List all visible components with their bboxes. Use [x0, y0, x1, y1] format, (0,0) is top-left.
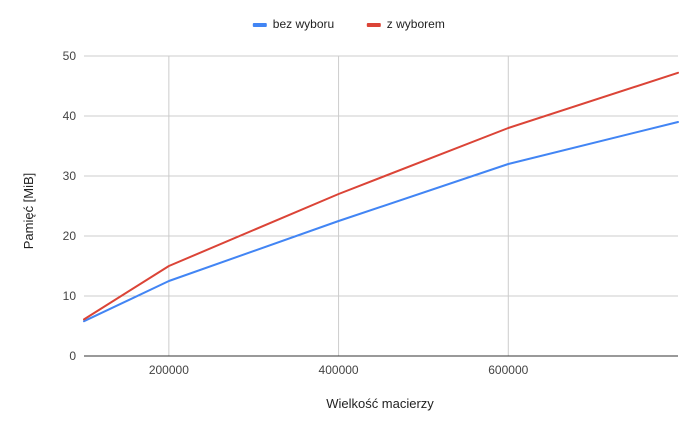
- legend-label: bez wyboru: [273, 17, 334, 31]
- y-axis-label: Pamięć [MiB]: [21, 173, 36, 250]
- legend-label: z wyborem: [387, 17, 445, 31]
- x-tick-label: 600000: [488, 363, 528, 377]
- y-tick-label: 30: [63, 169, 77, 183]
- x-tick-label: 200000: [149, 363, 189, 377]
- legend-swatch: [252, 23, 267, 27]
- legend: bez wyboru z wyborem: [252, 17, 445, 31]
- series-line-1: [83, 121, 679, 323]
- y-tick-label: 20: [63, 229, 77, 243]
- y-tick-label: 40: [63, 109, 77, 123]
- y-tick-label: 10: [63, 289, 77, 303]
- legend-item-2: z wyborem: [366, 17, 445, 31]
- y-tick-label: 0: [69, 349, 76, 363]
- axes: 0 10 20 30 40 50 200000 400000 600000: [63, 49, 678, 377]
- x-tick-label: 400000: [319, 363, 359, 377]
- grid: [84, 55, 678, 356]
- y-tick-label: 50: [63, 49, 77, 63]
- series-layer: [83, 71, 679, 323]
- legend-item-1: bez wyboru: [252, 17, 334, 31]
- legend-swatch: [366, 23, 381, 27]
- series-line-2: [83, 71, 679, 321]
- x-axis-label: Wielkość macierzy: [326, 396, 434, 411]
